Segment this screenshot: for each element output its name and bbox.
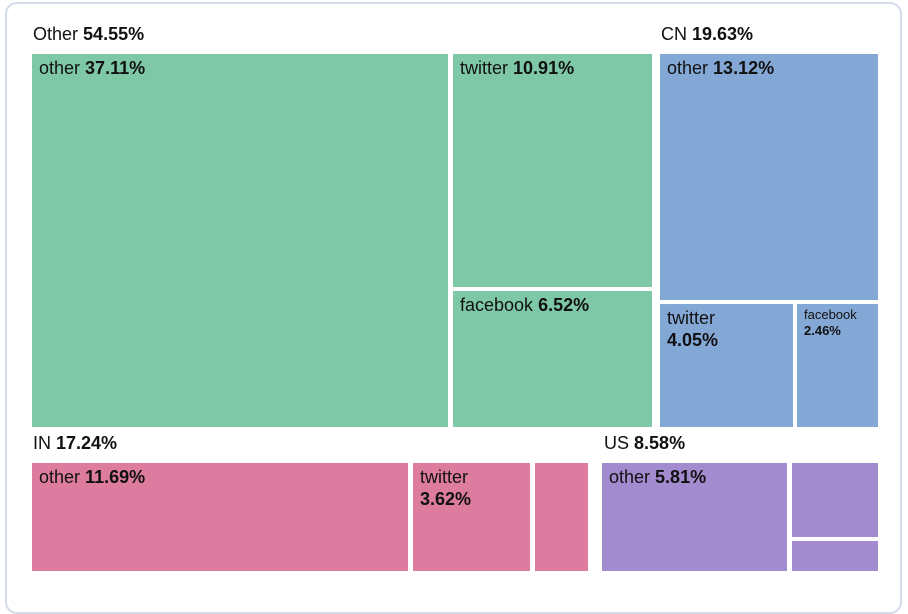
cell-value: 4.05% xyxy=(667,329,719,350)
cell-other-twitter[interactable]: twitter 10.91% xyxy=(453,54,652,287)
group-label-us: US 8.58% xyxy=(604,433,685,453)
cell-name: other xyxy=(39,467,81,487)
cell-name: facebook xyxy=(460,295,534,315)
cell-value: 11.69% xyxy=(85,467,146,487)
cell-value: 3.62% xyxy=(420,488,472,509)
cell-other-other[interactable]: other 37.11% xyxy=(32,54,448,427)
group-label-other: Other 54.55% xyxy=(33,24,144,44)
cell-value: 13.12% xyxy=(713,58,775,78)
cell-label: other 37.11% xyxy=(32,54,448,80)
group-label-in: IN 17.24% xyxy=(33,433,117,453)
cell-name: facebook xyxy=(804,307,857,322)
cell-other-facebook[interactable]: facebook 6.52% xyxy=(453,291,652,427)
group-name: US xyxy=(604,433,630,453)
group-label-cn: CN 19.63% xyxy=(661,24,753,44)
cell-name: twitter xyxy=(460,58,509,78)
cell-cn-facebook[interactable]: facebook 2.46% xyxy=(797,304,878,427)
cell-name: other xyxy=(667,58,709,78)
cell-label: other 5.81% xyxy=(602,463,787,489)
cell-label: other 11.69% xyxy=(32,463,408,489)
cell-name: other xyxy=(39,58,81,78)
group-value: 54.55% xyxy=(83,24,145,44)
cell-name: twitter xyxy=(420,467,469,487)
cell-cn-twitter[interactable]: twitter 4.05% xyxy=(660,304,793,427)
group-name: CN xyxy=(661,24,687,44)
cell-label: facebook 2.46% xyxy=(797,304,878,340)
cell-in-twitter[interactable]: twitter 3.62% xyxy=(413,463,530,571)
cell-in-other[interactable]: other 11.69% xyxy=(32,463,408,571)
cell-label: facebook 6.52% xyxy=(453,291,652,317)
cell-us-other[interactable]: other 5.81% xyxy=(602,463,787,571)
group-value: 17.24% xyxy=(56,433,118,453)
cell-label: twitter 3.62% xyxy=(413,463,530,510)
cell-label: twitter 10.91% xyxy=(453,54,652,80)
treemap: Other 54.55% other 37.11% twitter 10.91% fa… xyxy=(32,24,878,571)
cell-label: twitter 4.05% xyxy=(660,304,793,351)
cell-value: 2.46% xyxy=(804,323,841,339)
cell-us-twitter[interactable] xyxy=(792,463,878,537)
cell-in-facebook[interactable] xyxy=(535,463,588,571)
cell-us-facebook[interactable] xyxy=(792,541,878,571)
group-name: IN xyxy=(33,433,51,453)
cell-value: 5.81% xyxy=(655,467,707,487)
cell-value: 10.91% xyxy=(513,58,575,78)
cell-cn-other[interactable]: other 13.12% xyxy=(660,54,878,300)
group-value: 8.58% xyxy=(634,433,686,453)
group-value: 19.63% xyxy=(692,24,754,44)
cell-name: other xyxy=(609,467,651,487)
cell-value: 6.52% xyxy=(538,295,590,315)
group-name: Other xyxy=(33,24,79,44)
cell-value: 37.11% xyxy=(85,58,146,78)
cell-name: twitter xyxy=(667,308,716,328)
cell-label: other 13.12% xyxy=(660,54,878,80)
